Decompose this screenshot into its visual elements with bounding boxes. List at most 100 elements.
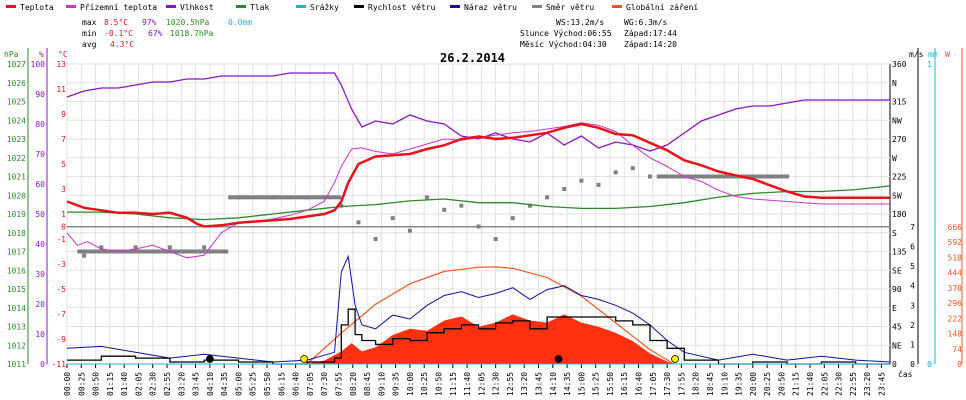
moon-set: Západ:14:20	[624, 40, 677, 49]
tick-direction: SW	[892, 192, 902, 201]
tick-time: 14:35	[563, 372, 572, 396]
tick-pct: 90	[35, 90, 45, 99]
legend-swatch	[612, 5, 622, 8]
tick-time: 04:35	[220, 372, 229, 396]
tick-w: 74	[952, 345, 962, 354]
legend-swatch	[236, 5, 246, 8]
wind-direction-point	[476, 224, 481, 229]
tick-c: 1	[61, 210, 66, 219]
wind-ws: WS:13.2m/s	[556, 18, 604, 27]
tick-time: 18:20	[692, 372, 701, 396]
tick-time: 12:30	[492, 372, 501, 396]
wind-direction-point	[99, 245, 104, 250]
tick-time: 18:45	[706, 372, 715, 396]
tick-hpa: 1022	[7, 154, 26, 163]
tick-time: 21:40	[806, 372, 815, 396]
tick-time: 19:10	[720, 372, 729, 396]
tick-pct: 30	[35, 270, 45, 279]
wind-direction-point	[390, 216, 395, 221]
stats-avg-temp: 4.3°C	[110, 40, 134, 49]
tick-time: 08:45	[363, 372, 372, 396]
axis-unit-c: °C	[58, 50, 68, 59]
tick-time: 02:30	[149, 372, 158, 396]
tick-w: 370	[948, 284, 963, 293]
wind-direction-bar	[656, 174, 788, 179]
legend-item-label: Globální záření	[626, 3, 698, 12]
legend-swatch	[166, 5, 176, 8]
legend-swatch	[6, 5, 16, 8]
legend-item-label: Směr větru	[546, 3, 594, 12]
wind-direction-point	[510, 216, 515, 221]
tick-time: 12:05	[477, 372, 486, 396]
tick-w: 518	[948, 253, 963, 262]
tick-time: 12:55	[506, 372, 515, 396]
wind-direction-point	[356, 220, 361, 225]
tick-hpa: 1020	[7, 191, 26, 200]
tick-time: 07:55	[334, 372, 343, 396]
tick-pct: 80	[35, 120, 45, 129]
legend-swatch	[296, 5, 306, 8]
ground-temperature-line	[66, 122, 890, 259]
stats-avg-label: avg	[82, 40, 97, 49]
legend-item-label: Rychlost větru	[368, 3, 436, 12]
tick-time: 01:40	[120, 372, 129, 396]
tick-hpa: 1013	[7, 323, 26, 332]
axis-unit-hpa: hPa	[4, 50, 19, 59]
stats-min-label: min	[82, 29, 97, 38]
tick-time: 03:45	[192, 372, 201, 396]
tick-c: 3	[61, 185, 66, 194]
tick-time: 02:55	[163, 372, 172, 396]
legend-swatch	[532, 5, 542, 8]
sunrise-marker	[300, 355, 309, 363]
tick-time: 17:05	[649, 372, 658, 396]
tick-time: 22:05	[820, 372, 829, 396]
wind-direction-point	[442, 207, 447, 212]
tick-mm: 0	[927, 360, 932, 369]
tick-ms: 1	[910, 340, 915, 349]
tick-time: 17:30	[663, 372, 672, 396]
tick-direction: S	[892, 229, 897, 238]
legend: Teplota Přízemní teplota Vlhkost Tlak Srážky…	[6, 3, 698, 12]
tick-direction: 0	[892, 360, 897, 369]
tick-time: 15:50	[606, 372, 615, 396]
stats-max-temp: 8.5°C	[104, 18, 128, 27]
wind-speed-line	[67, 308, 890, 365]
tick-time: 15:25	[592, 372, 601, 396]
legend-item-label: Tlak	[250, 3, 269, 12]
moonrise-marker	[205, 355, 214, 363]
stats-min-temp: -0.1°C	[104, 29, 133, 38]
wind-direction-point	[647, 174, 652, 179]
tick-time: 00:00	[63, 372, 72, 396]
tick-pct: 70	[35, 150, 45, 159]
tick-hpa: 1026	[7, 79, 26, 88]
wind-direction-point	[459, 203, 464, 208]
tick-time: 11:15	[449, 372, 458, 396]
axis-unit-pct: %	[39, 50, 44, 59]
tick-c: 13	[56, 60, 66, 69]
temperature-line	[66, 122, 890, 228]
stats-min-hum: 67%	[148, 29, 163, 38]
tick-time: 16:15	[620, 372, 629, 396]
tick-time: 06:15	[277, 372, 286, 396]
tick-time: 13:20	[520, 372, 529, 396]
tick-time: 23:45	[877, 372, 886, 396]
tick-time: 15:00	[577, 372, 586, 396]
tick-direction: 45	[892, 323, 902, 332]
tick-hpa: 1011	[7, 360, 26, 369]
tick-c: 9	[61, 110, 66, 119]
tick-direction: W	[892, 154, 897, 163]
tick-direction: NE	[892, 342, 902, 351]
tick-hpa: 1014	[7, 304, 26, 313]
wind-direction-point	[596, 182, 601, 187]
axis-unit-w: W	[945, 50, 950, 59]
tick-direction: E	[892, 304, 897, 313]
tick-hpa: 1019	[7, 210, 26, 219]
tick-ms: 3	[910, 301, 915, 310]
wind-wg: WG:6.3m/s	[624, 18, 668, 27]
tick-time: 17:55	[677, 372, 686, 396]
wind-direction-bar	[228, 195, 342, 200]
legend-item-label: Srážky	[310, 3, 339, 12]
tick-time: 05:25	[249, 372, 258, 396]
wind-gust-line	[66, 254, 891, 363]
tick-hpa: 1017	[7, 248, 26, 257]
